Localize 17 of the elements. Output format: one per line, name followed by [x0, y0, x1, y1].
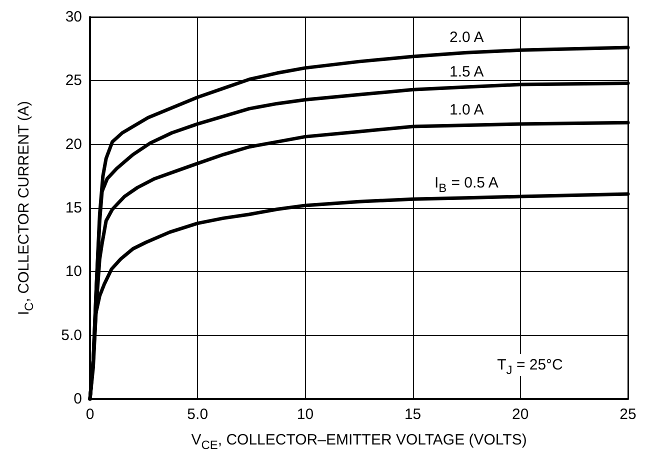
y-tick-label: 5.0 [61, 326, 82, 344]
y-tick-label: 25 [65, 72, 82, 90]
y-axis-title: IC, COLLECTOR CURRENT (A) [16, 101, 36, 316]
y-tick-label: 10 [65, 263, 82, 280]
y-tick-label: 0 [74, 390, 82, 408]
series-label: 1.0 A [450, 102, 484, 119]
x-tick-label: 15 [404, 406, 422, 423]
y-tick-label: 30 [65, 8, 82, 26]
y-tick-label: 20 [65, 136, 82, 153]
x-tick-label: 5.0 [187, 406, 208, 423]
series-label: 2.0 A [450, 29, 484, 46]
x-tick-label: 25 [620, 406, 636, 423]
y-tick-label: 15 [65, 200, 82, 216]
x-tick-label: 0 [86, 406, 94, 423]
x-tick-label: 10 [296, 406, 314, 423]
x-tick-label: 20 [512, 406, 529, 423]
series-label: 1.5 A [450, 64, 484, 81]
